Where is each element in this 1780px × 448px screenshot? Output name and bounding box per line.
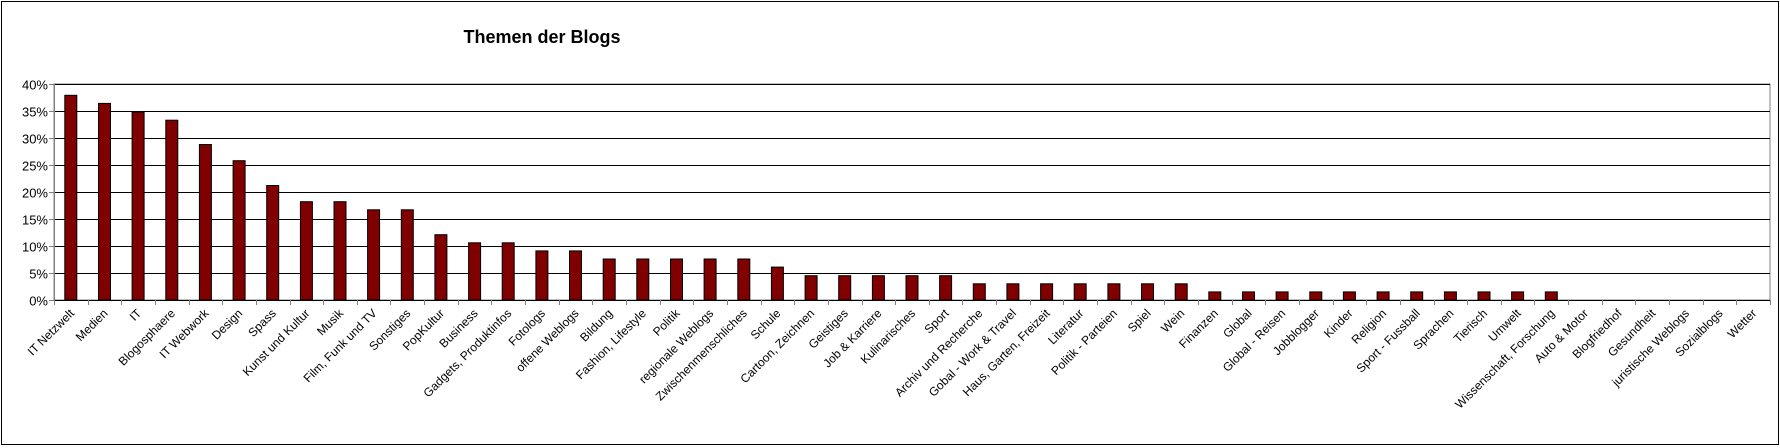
bar: [1477, 291, 1491, 301]
bar: [468, 242, 482, 301]
bar: [1141, 283, 1154, 301]
y-tick-label: 5%: [29, 267, 48, 282]
bar: [1275, 291, 1289, 301]
y-tick-label: 10%: [22, 240, 48, 255]
bar: [1107, 283, 1121, 301]
bar: [804, 275, 818, 301]
x-category-label: Wetter: [1725, 306, 1760, 341]
y-tick-label: 20%: [22, 186, 48, 201]
bar: [131, 111, 145, 301]
bar: [703, 258, 717, 301]
y-tick-label: 40%: [22, 78, 48, 93]
y-tick-label: 30%: [22, 132, 48, 147]
axes: [54, 84, 1771, 305]
bar: [232, 160, 246, 301]
bar: [1511, 291, 1525, 301]
bar: [905, 275, 919, 301]
y-tick-label: 0%: [29, 294, 48, 309]
bars: [64, 94, 1558, 301]
bar: [1376, 291, 1390, 301]
bar: [299, 201, 313, 301]
y-tick-label: 35%: [22, 105, 48, 120]
bar: [535, 250, 549, 301]
bar: [1006, 283, 1020, 301]
bar: [1342, 291, 1356, 301]
x-category-label: IT Netzwelt: [25, 306, 78, 359]
bar: [1073, 283, 1087, 301]
x-category-label: IT: [127, 306, 145, 324]
bar: [400, 209, 414, 301]
bar: [198, 144, 212, 301]
bar: [939, 275, 953, 301]
bar: [64, 94, 78, 301]
bar: [333, 201, 347, 301]
bar: [1040, 283, 1054, 301]
bar: [670, 258, 683, 301]
bar: [501, 242, 515, 301]
bar: [1443, 291, 1457, 301]
bar: [972, 283, 986, 301]
y-tick-labels: 0% 5% 10% 15% 20% 25% 30% 35% 40%: [22, 78, 48, 309]
bar: [1544, 291, 1558, 301]
bar: [770, 266, 784, 301]
bar: [838, 275, 852, 301]
bar: [434, 234, 448, 301]
x-category-label: Sport: [922, 306, 953, 337]
bar: [636, 258, 650, 301]
bar: [1309, 291, 1323, 301]
bar: [569, 250, 582, 301]
bar: [1410, 291, 1424, 301]
chart-title: Themen der Blogs: [463, 27, 620, 47]
x-category-label: Wein: [1158, 306, 1187, 335]
x-category-label: Design: [209, 306, 245, 342]
x-category-label: Tierisch: [1451, 306, 1490, 345]
bar: [737, 258, 751, 301]
bar: [602, 258, 616, 301]
bar: [165, 119, 179, 301]
bar: [871, 275, 885, 301]
bar: [1242, 291, 1255, 301]
bar: [98, 102, 111, 301]
y-tick-label: 25%: [22, 159, 48, 174]
x-category-label: Blogosphaere: [116, 306, 178, 368]
bar: [367, 209, 381, 301]
bar: [1174, 283, 1188, 301]
y-tick-label: 15%: [22, 213, 48, 228]
bar: [266, 185, 280, 301]
x-category-label: Spiel: [1125, 306, 1154, 335]
bar: [1208, 291, 1222, 301]
x-category-label: Medien: [73, 306, 111, 344]
